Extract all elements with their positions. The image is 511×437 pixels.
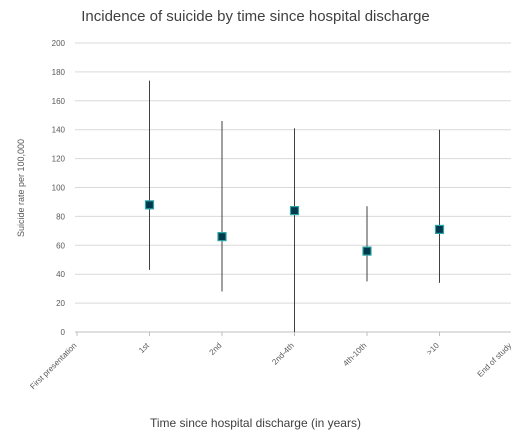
x-tick-label: First presentation xyxy=(28,341,78,391)
data-point-marker xyxy=(434,224,445,235)
x-tick-label: End of study xyxy=(476,341,511,379)
x-tick-label: 4th-10th xyxy=(341,341,368,368)
y-tick-label: 100 xyxy=(52,184,66,193)
y-tick-label: 140 xyxy=(52,126,66,135)
chart-title: Incidence of suicide by time since hospi… xyxy=(81,8,430,25)
gridlines xyxy=(75,42,511,336)
data-point-marker xyxy=(289,206,300,216)
y-tick-label: 20 xyxy=(56,299,65,308)
data-point-marker xyxy=(144,200,155,210)
data-point-marker xyxy=(217,232,227,242)
error-bars xyxy=(149,80,440,332)
y-tick-label: 200 xyxy=(52,39,66,48)
y-tick-labels: 0 20 40 60 80 100 120 140 160 180 200 xyxy=(52,39,66,337)
x-tick-label: 2nd xyxy=(208,341,224,357)
data-point-marker xyxy=(362,246,372,256)
data-points xyxy=(144,200,445,256)
y-tick-label: 120 xyxy=(52,155,66,164)
y-tick-label: 160 xyxy=(52,97,66,106)
x-axis-title: Time since hospital discharge (in years) xyxy=(150,416,361,430)
y-tick-label: 60 xyxy=(56,241,65,250)
y-tick-label: 80 xyxy=(56,212,65,221)
y-axis-title: Suicide rate per 100,000 xyxy=(16,139,26,237)
y-tick-label: 0 xyxy=(61,328,66,337)
y-tick-label: 180 xyxy=(52,68,66,77)
x-tick-label: >10 xyxy=(425,341,441,357)
y-tick-label: 40 xyxy=(56,270,65,279)
x-tick-label: 1st xyxy=(137,341,151,355)
x-tick-labels: First presentation 1st 2nd 2nd-4th 4th-10th >… xyxy=(28,341,511,392)
x-tick-label: 2nd-4th xyxy=(270,341,296,367)
